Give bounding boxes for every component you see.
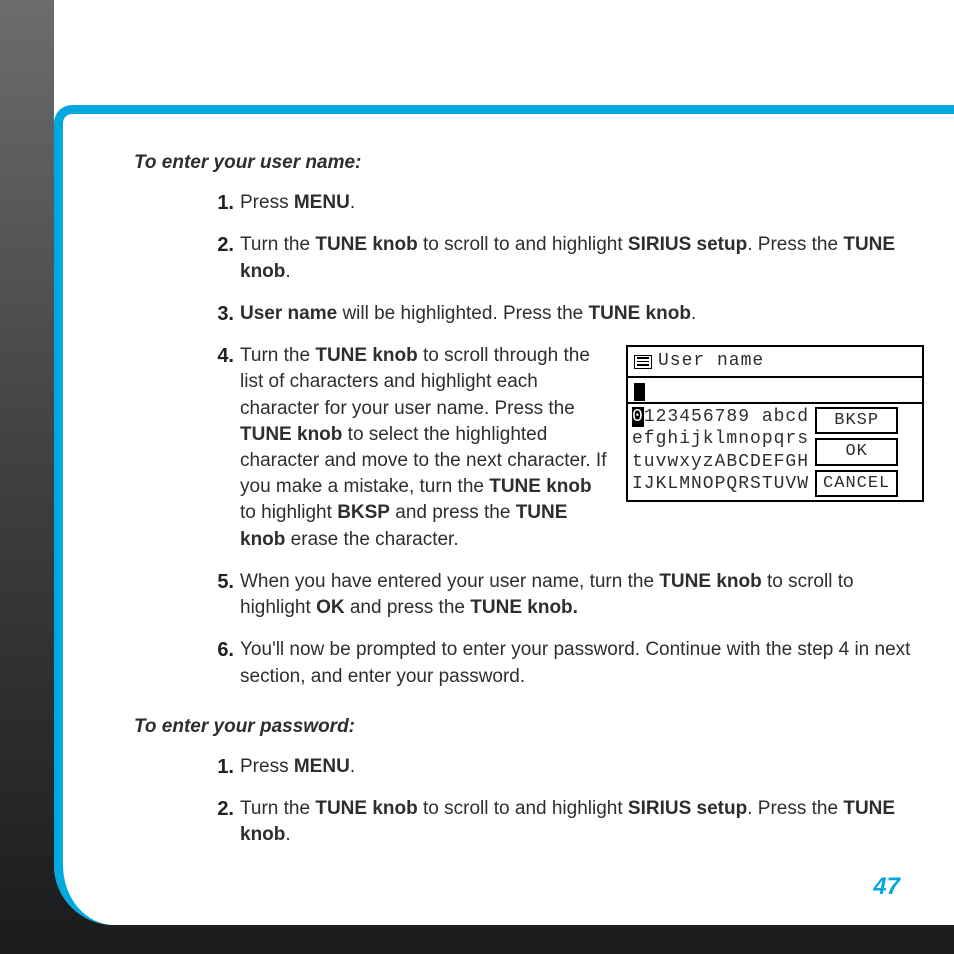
text-run: OK xyxy=(316,597,345,618)
step-number: 5. xyxy=(204,569,234,597)
text-run: MENU xyxy=(294,192,350,213)
step-number: 1. xyxy=(204,754,234,782)
text-run: You'll now be prompted to enter your pas… xyxy=(240,639,910,686)
step-number: 3. xyxy=(204,301,234,329)
text-run: . Press the xyxy=(747,798,843,819)
text-run: Press xyxy=(240,192,294,213)
text-run: to highlight xyxy=(240,502,337,523)
text-run: will be highlighted. Press the xyxy=(337,303,588,324)
text-run: BKSP xyxy=(337,502,390,523)
manual-page: To enter your user name: 1. Press MENU. 2.… xyxy=(54,0,954,925)
steps-password: 1.Press MENU.2.Turn the TUNE knob to scr… xyxy=(204,754,924,849)
step-item: 2.Turn the TUNE knob to scroll to and hi… xyxy=(204,796,924,848)
lcd-bksp-button[interactable]: BKSP xyxy=(815,407,898,434)
step-text: Press MENU. xyxy=(240,756,355,777)
highlighted-char: 0 xyxy=(632,407,644,427)
cursor-icon xyxy=(634,383,645,401)
steps-username: 1.Press MENU.2.Turn the TUNE knob to scr… xyxy=(204,190,924,690)
text-run: erase the character. xyxy=(285,529,458,550)
page-content: To enter your user name: 1. Press MENU. 2.… xyxy=(134,150,924,873)
text-run: Turn the xyxy=(240,798,315,819)
text-run: Press xyxy=(240,756,294,777)
text-run: to scroll to and highlight xyxy=(418,234,628,255)
text-run: User name xyxy=(240,303,337,324)
section-title-username: To enter your user name: xyxy=(134,150,924,176)
step-text: User name will be highlighted. Press the… xyxy=(240,303,696,324)
list-icon xyxy=(634,355,652,369)
text-run: to scroll to and highlight xyxy=(418,798,628,819)
step-item: 4.Turn the TUNE knob to scroll through t… xyxy=(204,343,924,553)
text-run: When you have entered your user name, tu… xyxy=(240,571,659,592)
text-run: TUNE knob xyxy=(315,798,417,819)
text-run: TUNE knob xyxy=(315,345,417,366)
text-run: SIRIUS setup xyxy=(628,798,747,819)
step-text: Press MENU. xyxy=(240,192,355,213)
text-run: TUNE knob xyxy=(315,234,417,255)
step-with-lcd: Turn the TUNE knob to scroll through the… xyxy=(240,343,924,553)
page-top-white xyxy=(108,0,954,114)
lcd-title-bar: User name xyxy=(628,347,922,378)
text-run: MENU xyxy=(294,756,350,777)
step-item: 5. When you have entered your user name, … xyxy=(204,569,924,621)
text-run: . xyxy=(691,303,696,324)
text-run: . Press the xyxy=(747,234,843,255)
text-run: Turn the xyxy=(240,345,315,366)
step-number: 2. xyxy=(204,796,234,824)
text-run: TUNE knob. xyxy=(470,597,578,618)
page-number: 47 xyxy=(873,873,900,901)
step-text: You'll now be prompted to enter your pas… xyxy=(240,639,910,686)
text-run: SIRIUS setup xyxy=(628,234,747,255)
text-run: TUNE knob xyxy=(589,303,691,324)
step-number: 2. xyxy=(204,232,234,260)
step-number: 4. xyxy=(204,343,234,371)
lcd-button-column: BKSP OK CANCEL xyxy=(813,404,902,500)
text-run: . xyxy=(285,261,290,282)
lcd-body: 0123456789 abcd efghijklmnopqrs tuvwxyzA… xyxy=(628,404,922,500)
step-text: Turn the TUNE knob to scroll through the… xyxy=(240,343,608,553)
lcd-title-text: User name xyxy=(658,349,764,374)
step-number: 1. xyxy=(204,190,234,218)
text-run: TUNE knob xyxy=(240,424,342,445)
step-item: 6.You'll now be prompted to enter your p… xyxy=(204,637,924,689)
text-run: . xyxy=(350,192,355,213)
lcd-cancel-button[interactable]: CANCEL xyxy=(815,470,898,497)
text-run: . xyxy=(285,824,290,845)
text-run: and press the xyxy=(345,597,471,618)
step-item: 1. Press MENU. xyxy=(204,190,924,216)
step-item: 2.Turn the TUNE knob to scroll to and hi… xyxy=(204,232,924,284)
step-text: Turn the TUNE knob to scroll to and high… xyxy=(240,234,895,281)
lcd-input-field xyxy=(628,378,922,404)
text-run: Turn the xyxy=(240,234,315,255)
step-item: 3. User name will be highlighted. Press t… xyxy=(204,301,924,327)
lcd-screen: User name 0123456789 abcd efghijklmnopqrs… xyxy=(626,345,924,502)
lcd-ok-button[interactable]: OK xyxy=(815,438,898,465)
section-title-password: To enter your password: xyxy=(134,714,924,740)
step-text: When you have entered your user name, tu… xyxy=(240,571,854,618)
char-grid: 0123456789 abcd efghijklmnopqrs tuvwxyzA… xyxy=(628,404,813,500)
text-run: TUNE knob xyxy=(489,476,591,497)
text-run: . xyxy=(350,756,355,777)
step-text: Turn the TUNE knob to scroll to and high… xyxy=(240,798,895,845)
text-run: and press the xyxy=(390,502,516,523)
text-run: TUNE knob xyxy=(659,571,761,592)
step-number: 6. xyxy=(204,637,234,665)
step-item: 1. Press MENU. xyxy=(204,754,924,780)
